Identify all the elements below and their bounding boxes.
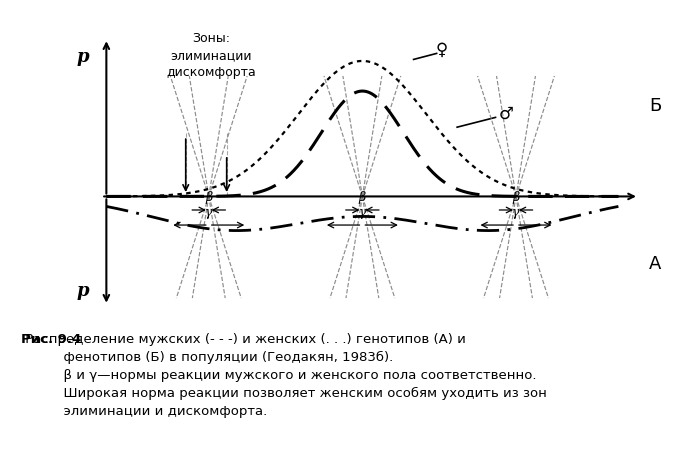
Text: β: β — [359, 191, 366, 204]
Text: А: А — [649, 255, 661, 273]
Text: р: р — [77, 48, 90, 66]
Text: р: р — [77, 281, 90, 300]
Text: γ: γ — [512, 206, 519, 219]
Text: γ: γ — [358, 206, 366, 219]
Text: Зоны:
элиминации
дискомфорта: Зоны: элиминации дискомфорта — [167, 32, 256, 79]
Text: Б: Б — [649, 97, 661, 115]
Text: β: β — [512, 191, 519, 204]
Text: Распределение мужских (- - -) и женских (. . .) генотипов (А) и
          феноти: Распределение мужских (- - -) и женских … — [21, 333, 547, 418]
Text: ♀: ♀ — [435, 41, 448, 59]
Text: Рис. 9.4: Рис. 9.4 — [21, 333, 81, 346]
Text: β: β — [205, 191, 212, 204]
Text: γ: γ — [205, 206, 213, 219]
Text: ♂: ♂ — [498, 105, 513, 123]
